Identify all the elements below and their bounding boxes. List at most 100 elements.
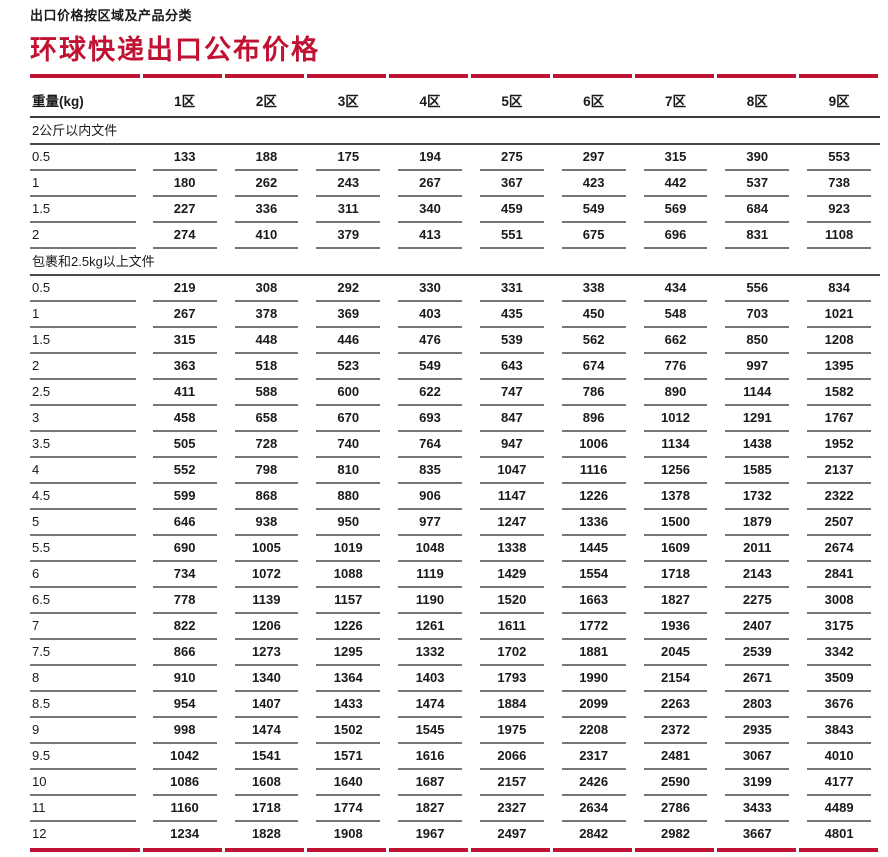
price-cell: 1144 bbox=[725, 380, 790, 406]
price-row: 1 180 262 243 267 367 423 442 537 738 bbox=[30, 171, 880, 197]
price-row: 11 1160 1718 1774 1827 2327 2634 2786 3433 4489 bbox=[30, 796, 880, 822]
price-cell: 2786 bbox=[643, 796, 708, 822]
price-cell: 2497 bbox=[497, 826, 527, 841]
price-cell: 2671 bbox=[725, 666, 790, 692]
price-cell: 340 bbox=[398, 197, 462, 223]
price-cell: 188 bbox=[234, 145, 299, 171]
price-cell: 243 bbox=[316, 171, 381, 197]
weight-cell: 4 bbox=[30, 458, 136, 484]
price-cell: 997 bbox=[725, 354, 790, 380]
price-cell: 850 bbox=[725, 328, 790, 354]
price-cell: 442 bbox=[643, 171, 708, 197]
price-cell: 1190 bbox=[398, 588, 462, 614]
price-cell: 810 bbox=[316, 458, 381, 484]
rule-segment bbox=[143, 848, 222, 852]
price-cell: 2803 bbox=[725, 692, 790, 718]
price-cell: 2066 bbox=[479, 744, 544, 770]
price-row: 7.5 866 1273 1295 1332 1702 1881 2045 2539 3342 bbox=[30, 640, 880, 666]
price-cell: 1663 bbox=[561, 588, 626, 614]
price-cell: 690 bbox=[152, 536, 217, 562]
price-cell: 518 bbox=[234, 354, 299, 380]
price-cell: 646 bbox=[152, 510, 217, 536]
price-cell: 1160 bbox=[152, 796, 217, 822]
price-row: 3 458 658 670 693 847 896 1012 1291 1767 bbox=[30, 406, 880, 432]
price-cell: 1828 bbox=[251, 826, 281, 841]
weight-cell: 4.5 bbox=[30, 484, 136, 510]
price-cell: 831 bbox=[725, 223, 790, 249]
price-cell: 539 bbox=[479, 328, 544, 354]
weight-cell: 5 bbox=[30, 510, 136, 536]
top-divider-rule bbox=[30, 74, 880, 78]
weight-cell: 10 bbox=[30, 770, 136, 796]
price-cell: 1291 bbox=[725, 406, 790, 432]
price-cell: 1139 bbox=[234, 588, 299, 614]
zone-column-header: 8区 bbox=[746, 94, 768, 109]
price-cell: 1338 bbox=[479, 536, 544, 562]
price-cell: 552 bbox=[152, 458, 217, 484]
weight-cell: 1.5 bbox=[30, 328, 136, 354]
price-cell: 1336 bbox=[561, 510, 626, 536]
price-row: 12 1234 1828 1908 1967 2497 2842 2982 3667 4801 bbox=[30, 822, 880, 846]
price-cell: 1407 bbox=[234, 692, 299, 718]
price-cell: 1019 bbox=[316, 536, 381, 562]
price-row: 10 1086 1608 1640 1687 2157 2426 2590 3199 4177 bbox=[30, 770, 880, 796]
price-cell: 1042 bbox=[152, 744, 217, 770]
price-cell: 4801 bbox=[824, 826, 854, 841]
price-cell: 569 bbox=[643, 197, 708, 223]
price-cell: 315 bbox=[643, 145, 708, 171]
price-cell: 1767 bbox=[807, 406, 871, 432]
price-cell: 1687 bbox=[398, 770, 462, 796]
price-cell: 1295 bbox=[316, 640, 381, 666]
price-cell: 1571 bbox=[316, 744, 381, 770]
price-cell: 2263 bbox=[643, 692, 708, 718]
price-cell: 2507 bbox=[807, 510, 871, 536]
price-cell: 734 bbox=[152, 562, 217, 588]
price-cell: 2154 bbox=[643, 666, 708, 692]
price-cell: 2481 bbox=[643, 744, 708, 770]
weight-cell: 0.5 bbox=[30, 145, 136, 171]
price-cell: 764 bbox=[398, 432, 462, 458]
weight-cell: 8 bbox=[30, 666, 136, 692]
weight-cell: 1 bbox=[30, 302, 136, 328]
price-row: 1 267 378 369 403 435 450 548 703 1021 bbox=[30, 302, 880, 328]
price-cell: 292 bbox=[316, 276, 381, 302]
price-cell: 2935 bbox=[725, 718, 790, 744]
price-cell: 600 bbox=[316, 380, 381, 406]
price-cell: 2674 bbox=[807, 536, 871, 562]
price-cell: 1952 bbox=[807, 432, 871, 458]
price-cell: 675 bbox=[561, 223, 626, 249]
price-cell: 1967 bbox=[415, 826, 445, 841]
price-cell: 1990 bbox=[561, 666, 626, 692]
price-cell: 2275 bbox=[725, 588, 790, 614]
price-cell: 728 bbox=[234, 432, 299, 458]
weight-cell: 12 bbox=[32, 826, 47, 841]
price-cell: 3676 bbox=[807, 692, 871, 718]
price-cell: 2539 bbox=[725, 640, 790, 666]
price-cell: 331 bbox=[479, 276, 544, 302]
price-cell: 2157 bbox=[479, 770, 544, 796]
price-cell: 1827 bbox=[643, 588, 708, 614]
price-cell: 1541 bbox=[234, 744, 299, 770]
price-row: 4.5 599 868 880 906 1147 1226 1378 1732 2322 bbox=[30, 484, 880, 510]
price-cell: 977 bbox=[398, 510, 462, 536]
weight-cell: 3.5 bbox=[30, 432, 136, 458]
rule-segment bbox=[30, 74, 140, 78]
price-cell: 2208 bbox=[561, 718, 626, 744]
price-row: 7 822 1206 1226 1261 1611 1772 1936 2407 3175 bbox=[30, 614, 880, 640]
price-cell: 674 bbox=[561, 354, 626, 380]
price-cell: 175 bbox=[316, 145, 381, 171]
price-cell: 1616 bbox=[398, 744, 462, 770]
price-cell: 476 bbox=[398, 328, 462, 354]
price-cell: 390 bbox=[725, 145, 790, 171]
price-cell: 950 bbox=[316, 510, 381, 536]
weight-cell: 5.5 bbox=[30, 536, 136, 562]
price-cell: 1611 bbox=[479, 614, 544, 640]
zone-column-header: 6区 bbox=[583, 94, 605, 109]
price-cell: 658 bbox=[234, 406, 299, 432]
price-cell: 1261 bbox=[398, 614, 462, 640]
price-cell: 643 bbox=[479, 354, 544, 380]
price-cell: 556 bbox=[725, 276, 790, 302]
price-cell: 1582 bbox=[807, 380, 871, 406]
eyebrow-label: 出口价格按区域及产品分类 bbox=[30, 8, 193, 23]
price-cell: 1609 bbox=[643, 536, 708, 562]
